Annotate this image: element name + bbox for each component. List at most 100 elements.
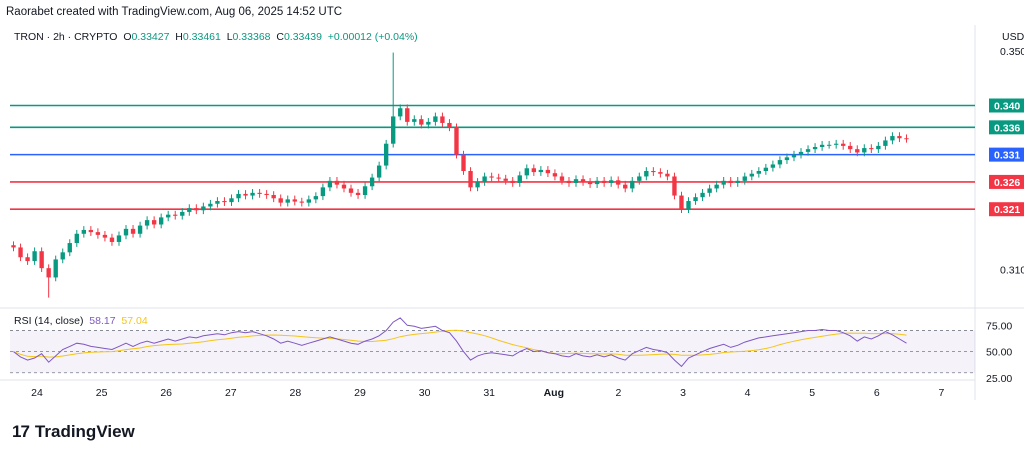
candle-34[interactable] bbox=[250, 192, 255, 196]
candle-5[interactable] bbox=[46, 268, 51, 278]
candle-51[interactable] bbox=[369, 177, 375, 187]
candle-1[interactable] bbox=[18, 247, 23, 258]
candle-28[interactable] bbox=[208, 203, 213, 207]
candle-123[interactable] bbox=[876, 145, 881, 150]
candle-89[interactable] bbox=[637, 176, 642, 181]
candle-11[interactable] bbox=[88, 229, 94, 233]
candle-45[interactable] bbox=[327, 180, 333, 188]
candle-14[interactable] bbox=[109, 237, 115, 242]
candle-109[interactable] bbox=[777, 160, 783, 165]
candle-84[interactable] bbox=[601, 180, 607, 184]
candle-82[interactable] bbox=[587, 181, 593, 185]
candle-50[interactable] bbox=[362, 186, 368, 196]
candle-116[interactable] bbox=[826, 144, 832, 146]
candle-104[interactable] bbox=[742, 176, 747, 181]
candle-37[interactable] bbox=[271, 195, 276, 199]
candle-26[interactable] bbox=[194, 208, 199, 211]
candle-98[interactable] bbox=[700, 192, 705, 198]
candle-87[interactable] bbox=[623, 184, 628, 189]
candle-88[interactable] bbox=[630, 180, 635, 189]
candle-112[interactable] bbox=[798, 151, 804, 155]
candle-127[interactable] bbox=[904, 138, 909, 140]
candle-70[interactable] bbox=[503, 178, 508, 181]
candle-126[interactable] bbox=[897, 136, 902, 139]
candle-63[interactable] bbox=[454, 127, 459, 155]
candle-91[interactable] bbox=[651, 171, 656, 173]
candle-56[interactable] bbox=[405, 108, 410, 122]
candle-65[interactable] bbox=[468, 171, 473, 188]
candle-121[interactable] bbox=[862, 148, 867, 153]
candle-8[interactable] bbox=[67, 243, 72, 253]
candle-47[interactable] bbox=[341, 184, 347, 189]
candle-107[interactable] bbox=[763, 167, 769, 171]
candle-61[interactable] bbox=[440, 116, 445, 123]
candle-97[interactable] bbox=[693, 197, 698, 202]
candle-105[interactable] bbox=[749, 173, 754, 177]
candle-113[interactable] bbox=[805, 149, 811, 152]
candle-125[interactable] bbox=[890, 136, 895, 141]
candle-16[interactable] bbox=[123, 228, 129, 236]
candle-13[interactable] bbox=[102, 234, 108, 238]
candle-20[interactable] bbox=[151, 220, 157, 225]
candle-101[interactable] bbox=[721, 180, 726, 185]
candle-21[interactable] bbox=[158, 217, 164, 225]
candle-17[interactable] bbox=[130, 228, 136, 234]
candle-58[interactable] bbox=[419, 119, 424, 125]
candle-122[interactable] bbox=[869, 148, 874, 150]
candle-80[interactable] bbox=[573, 179, 579, 184]
candle-40[interactable] bbox=[292, 199, 297, 202]
candle-74[interactable] bbox=[531, 168, 537, 173]
candle-43[interactable] bbox=[313, 196, 319, 200]
candle-77[interactable] bbox=[552, 173, 558, 177]
candle-108[interactable] bbox=[770, 164, 776, 168]
candle-66[interactable] bbox=[475, 181, 480, 188]
candle-75[interactable] bbox=[538, 169, 544, 173]
candle-68[interactable] bbox=[489, 176, 494, 178]
candle-10[interactable] bbox=[81, 229, 87, 234]
candle-9[interactable] bbox=[74, 233, 79, 244]
candle-0[interactable] bbox=[11, 245, 16, 248]
candle-6[interactable] bbox=[53, 259, 58, 278]
candle-92[interactable] bbox=[658, 172, 663, 174]
candle-120[interactable] bbox=[855, 149, 860, 153]
candle-32[interactable] bbox=[236, 193, 241, 199]
candle-2[interactable] bbox=[25, 257, 30, 262]
candle-27[interactable] bbox=[201, 206, 206, 211]
candle-64[interactable] bbox=[461, 154, 466, 171]
candle-94[interactable] bbox=[672, 176, 677, 196]
candle-39[interactable] bbox=[285, 199, 290, 203]
candle-29[interactable] bbox=[215, 201, 220, 204]
candle-114[interactable] bbox=[812, 146, 818, 150]
candle-111[interactable] bbox=[791, 154, 797, 158]
candle-96[interactable] bbox=[686, 201, 691, 210]
candle-95[interactable] bbox=[679, 195, 684, 210]
candle-102[interactable] bbox=[728, 180, 733, 184]
candle-7[interactable] bbox=[60, 252, 65, 260]
candle-85[interactable] bbox=[608, 180, 614, 184]
candle-99[interactable] bbox=[707, 188, 712, 193]
candle-3[interactable] bbox=[32, 251, 37, 262]
candle-48[interactable] bbox=[348, 188, 354, 193]
currency-label[interactable]: USD bbox=[1002, 31, 1024, 43]
candle-103[interactable] bbox=[735, 180, 740, 184]
candle-62[interactable] bbox=[447, 122, 452, 128]
candle-33[interactable] bbox=[243, 193, 248, 196]
candle-124[interactable] bbox=[883, 140, 888, 146]
candle-106[interactable] bbox=[756, 171, 762, 174]
candle-42[interactable] bbox=[306, 199, 312, 203]
candle-30[interactable] bbox=[222, 201, 227, 203]
candle-115[interactable] bbox=[819, 144, 825, 147]
candle-59[interactable] bbox=[426, 121, 431, 125]
candle-35[interactable] bbox=[257, 192, 262, 194]
candle-57[interactable] bbox=[412, 119, 417, 122]
candle-31[interactable] bbox=[229, 198, 234, 203]
candle-44[interactable] bbox=[320, 187, 326, 197]
candle-86[interactable] bbox=[616, 180, 621, 185]
candle-38[interactable] bbox=[278, 198, 283, 203]
candle-83[interactable] bbox=[594, 180, 600, 185]
candle-72[interactable] bbox=[517, 175, 522, 184]
candle-71[interactable] bbox=[510, 180, 515, 184]
candle-36[interactable] bbox=[264, 193, 269, 196]
symbol-name[interactable]: TRON · 2h · CRYPTO bbox=[14, 31, 118, 43]
